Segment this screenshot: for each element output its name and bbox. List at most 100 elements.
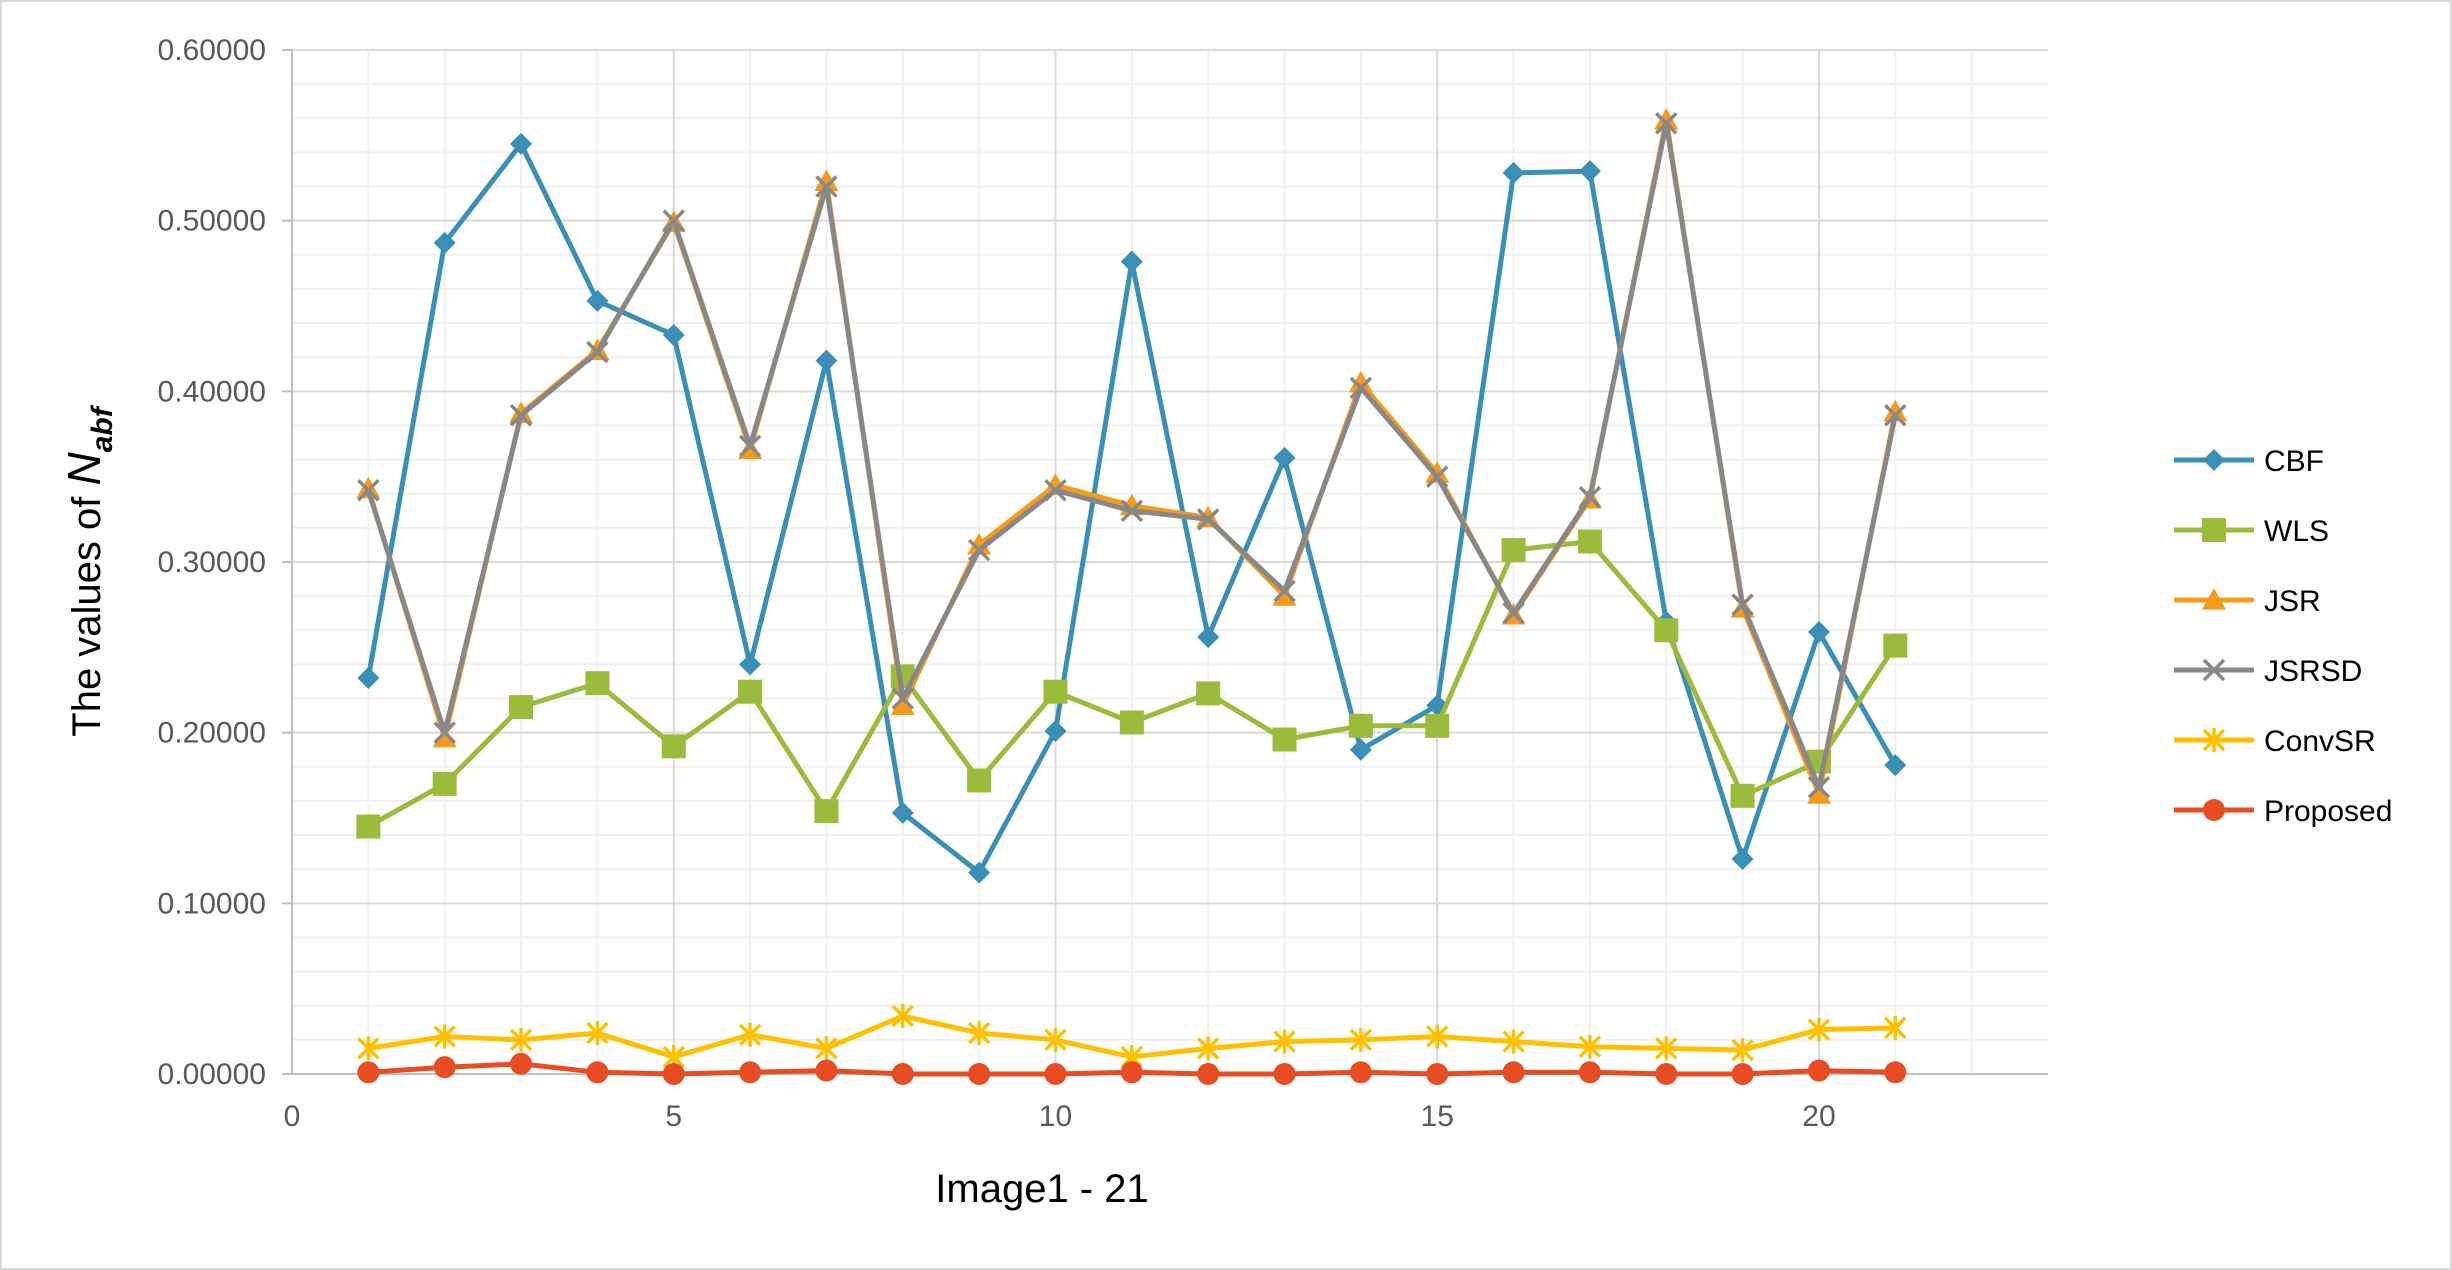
data-point-cbf xyxy=(968,861,991,884)
data-point-jsr xyxy=(967,532,992,555)
data-point-convsr xyxy=(815,1036,838,1061)
legend: CBF WLS JSR JSRSD ConvSR Proposed xyxy=(2174,445,2392,828)
data-point-convsr xyxy=(357,1036,380,1061)
data-point-jsr xyxy=(1425,461,1450,483)
y-tick-label: 0.60000 xyxy=(158,34,266,67)
x-tick-label: 15 xyxy=(1421,1100,1454,1133)
data-point-wls xyxy=(1272,727,1297,752)
data-point-cbf xyxy=(1120,250,1143,273)
x-axis-title: Image1 - 21 xyxy=(935,1167,1148,1211)
legend-swatch-marker xyxy=(2203,799,2225,821)
data-point-proposed xyxy=(357,1061,380,1084)
data-point-proposed xyxy=(1273,1063,1296,1085)
data-point-convsr xyxy=(891,1003,915,1028)
data-point-convsr xyxy=(738,1022,762,1047)
data-point-jsrsd xyxy=(1502,601,1525,625)
data-point-wls xyxy=(738,679,763,704)
data-point-wls xyxy=(509,695,534,720)
x-tick-label: 5 xyxy=(665,1100,682,1133)
data-point-convsr xyxy=(586,1021,609,1046)
data-point-wls xyxy=(1654,618,1679,643)
data-point-proposed xyxy=(1578,1061,1601,1084)
data-point-proposed xyxy=(586,1061,609,1084)
data-point-jsr xyxy=(1654,107,1679,130)
data-point-jsrsd xyxy=(1044,479,1067,502)
legend-label: Proposed xyxy=(2264,795,2392,828)
data-point-wls xyxy=(1348,713,1373,738)
data-point-wls xyxy=(585,671,610,696)
data-point-cbf xyxy=(1502,161,1525,184)
y-tick-label: 0.20000 xyxy=(158,717,266,750)
data-point-jsrsd xyxy=(1273,579,1296,603)
data-point-proposed xyxy=(433,1056,456,1079)
data-point-proposed xyxy=(1502,1061,1525,1084)
data-point-wls xyxy=(1196,681,1221,706)
data-point-jsrsd xyxy=(1196,508,1220,531)
data-point-cbf xyxy=(1884,754,1907,777)
data-point-jsrsd xyxy=(815,175,838,198)
data-point-jsrsd xyxy=(891,687,915,710)
data-point-convsr xyxy=(1425,1024,1449,1049)
data-point-proposed xyxy=(510,1052,533,1075)
data-point-proposed xyxy=(1044,1063,1067,1085)
data-point-proposed xyxy=(815,1059,838,1082)
legend-item-jsr: JSR xyxy=(2174,585,2321,618)
y-axis-title-symbol: N xyxy=(58,451,110,485)
legend-item-proposed: Proposed xyxy=(2174,795,2392,828)
legend-swatch-marker xyxy=(2202,588,2226,610)
series-proposed xyxy=(357,1052,1907,1085)
data-point-cbf xyxy=(891,801,914,824)
data-point-convsr xyxy=(1349,1027,1373,1052)
data-point-proposed xyxy=(1807,1059,1830,1082)
data-point-proposed xyxy=(1655,1063,1678,1085)
x-tick-label: 20 xyxy=(1802,1100,1835,1133)
data-point-convsr xyxy=(1807,1017,1831,1042)
data-point-jsr xyxy=(890,693,915,715)
data-point-jsrsd xyxy=(586,340,609,364)
data-point-wls xyxy=(1425,713,1450,738)
data-point-jsrsd xyxy=(433,721,456,744)
data-point-cbf xyxy=(433,231,456,254)
data-point-wls xyxy=(1883,633,1908,658)
data-point-cbf xyxy=(1807,620,1830,643)
y-tick-label: 0.10000 xyxy=(158,887,266,920)
data-point-convsr xyxy=(509,1027,533,1052)
data-point-cbf xyxy=(662,324,685,347)
data-point-proposed xyxy=(1884,1061,1907,1084)
data-point-proposed xyxy=(968,1063,991,1085)
data-point-cbf xyxy=(357,667,380,690)
legend-label: JSR xyxy=(2264,585,2321,618)
data-point-jsrsd xyxy=(357,479,380,502)
data-point-jsrsd xyxy=(1349,376,1373,400)
legend-swatch-marker xyxy=(2202,728,2226,752)
data-point-convsr xyxy=(1196,1036,1220,1061)
data-point-jsrsd xyxy=(1578,485,1602,509)
data-point-jsrsd xyxy=(1425,465,1449,488)
legend-label: JSRSD xyxy=(2264,655,2362,688)
data-point-wls xyxy=(1043,679,1068,704)
y-axis-title: The values of Nabf xyxy=(58,404,119,736)
y-tick-label: 0.00000 xyxy=(158,1058,266,1091)
data-point-wls xyxy=(1730,783,1755,808)
data-point-convsr xyxy=(1655,1036,1678,1061)
data-point-jsrsd xyxy=(1655,112,1678,135)
data-point-wls xyxy=(356,814,381,839)
series-jsrsd xyxy=(357,112,1907,799)
x-tick-label: 0 xyxy=(284,1100,301,1133)
data-point-proposed xyxy=(1197,1063,1220,1085)
data-point-convsr xyxy=(1578,1034,1602,1059)
data-point-jsr xyxy=(356,476,381,499)
data-point-proposed xyxy=(1731,1063,1754,1085)
data-point-jsr xyxy=(1348,370,1373,393)
data-point-proposed xyxy=(739,1061,762,1084)
data-point-jsr xyxy=(1806,782,1831,804)
data-point-jsr xyxy=(814,169,839,192)
data-point-jsr xyxy=(1272,584,1297,606)
y-axis-title-prefix: The values of xyxy=(65,485,109,736)
grid xyxy=(292,49,2048,1074)
x-tick-label: 10 xyxy=(1039,1100,1072,1133)
data-point-jsrsd xyxy=(967,538,991,562)
legend-item-wls: WLS xyxy=(2174,515,2329,548)
data-point-convsr xyxy=(433,1024,456,1049)
